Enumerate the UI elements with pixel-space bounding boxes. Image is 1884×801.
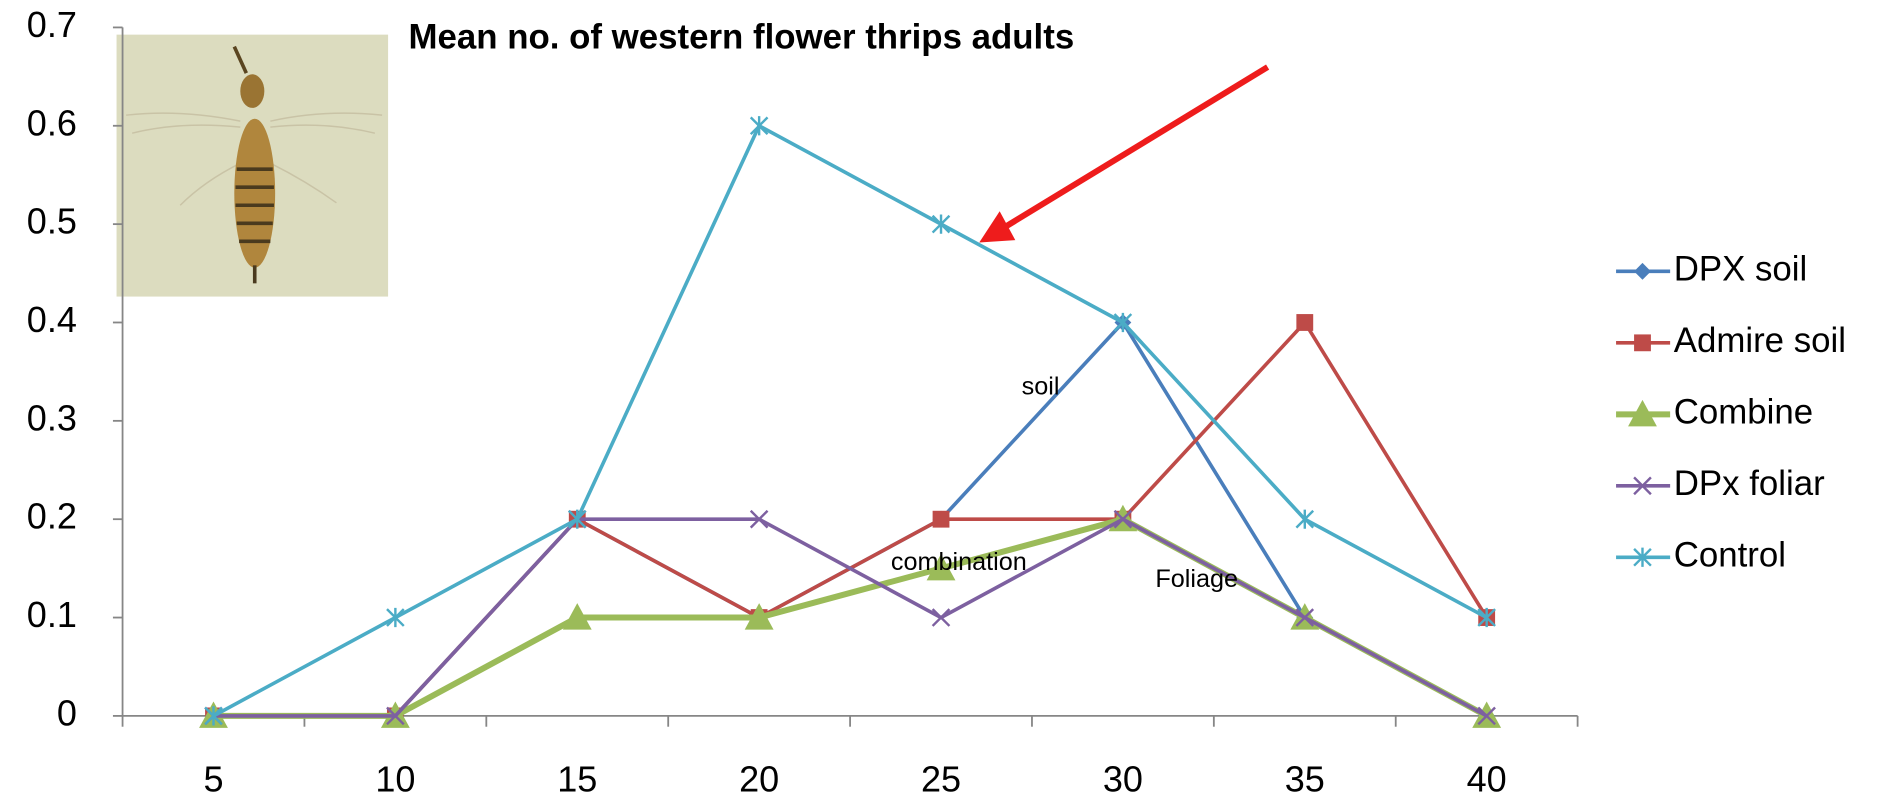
marker [1113,509,1133,529]
series-line [213,319,1488,718]
marker [931,214,951,234]
x-tick-label: 40 [1467,759,1507,800]
chart-title: Mean no. of western flower thrips adults [409,18,1075,57]
x-tick-label: 5 [203,759,223,800]
series-line [213,319,1489,718]
marker [562,603,592,630]
marker [386,706,405,726]
marker [744,603,774,630]
series [205,314,1496,725]
series-line [213,517,1488,718]
x-tick-label: 25 [921,759,961,800]
legend-label: Admire soil [1674,321,1846,360]
marker [1477,706,1496,726]
marker [932,510,950,528]
marker [1295,509,1315,529]
legend-label: Combine [1674,393,1813,432]
y-tick-label: 0.2 [27,496,77,537]
marker [1628,399,1657,427]
marker [1477,607,1496,628]
series [204,116,1496,726]
marker [749,509,769,529]
y-tick-label: 0.3 [27,397,77,438]
red-arrow [979,64,1270,243]
series-line [213,515,1489,719]
annotation: soil [1022,373,1060,401]
marker [1634,262,1651,280]
x-tick-label: 20 [739,759,779,800]
legend-label: DPx foliar [1674,464,1825,503]
marker [204,706,223,726]
y-tick-label: 0.5 [27,201,77,242]
y-tick-label: 0.4 [27,299,77,340]
x-tick-label: 15 [557,759,597,800]
annotation: Foliage [1155,565,1238,593]
marker [1295,608,1315,627]
marker [931,608,951,627]
marker [1296,314,1314,331]
marker [1113,312,1133,333]
legend-label: Control [1674,536,1786,575]
x-tick-label: 30 [1103,759,1143,800]
annotation: combination [891,548,1027,576]
marker [568,509,587,529]
y-tick-label: 0.7 [27,4,77,45]
x-tick-label: 10 [375,759,415,800]
marker [1633,476,1652,496]
marker [749,116,769,136]
series [205,314,1496,725]
y-tick-label: 0.6 [27,102,77,143]
y-tick-label: 0 [57,692,77,733]
marker [386,607,405,628]
legend-label: DPX soil [1674,250,1808,289]
marker [926,553,956,581]
x-tick-label: 35 [1285,759,1325,800]
y-tick-label: 0.1 [27,594,77,635]
marker [1634,334,1651,352]
thrips-photo [116,34,389,297]
marker [1633,547,1652,567]
series-line [212,123,1488,718]
